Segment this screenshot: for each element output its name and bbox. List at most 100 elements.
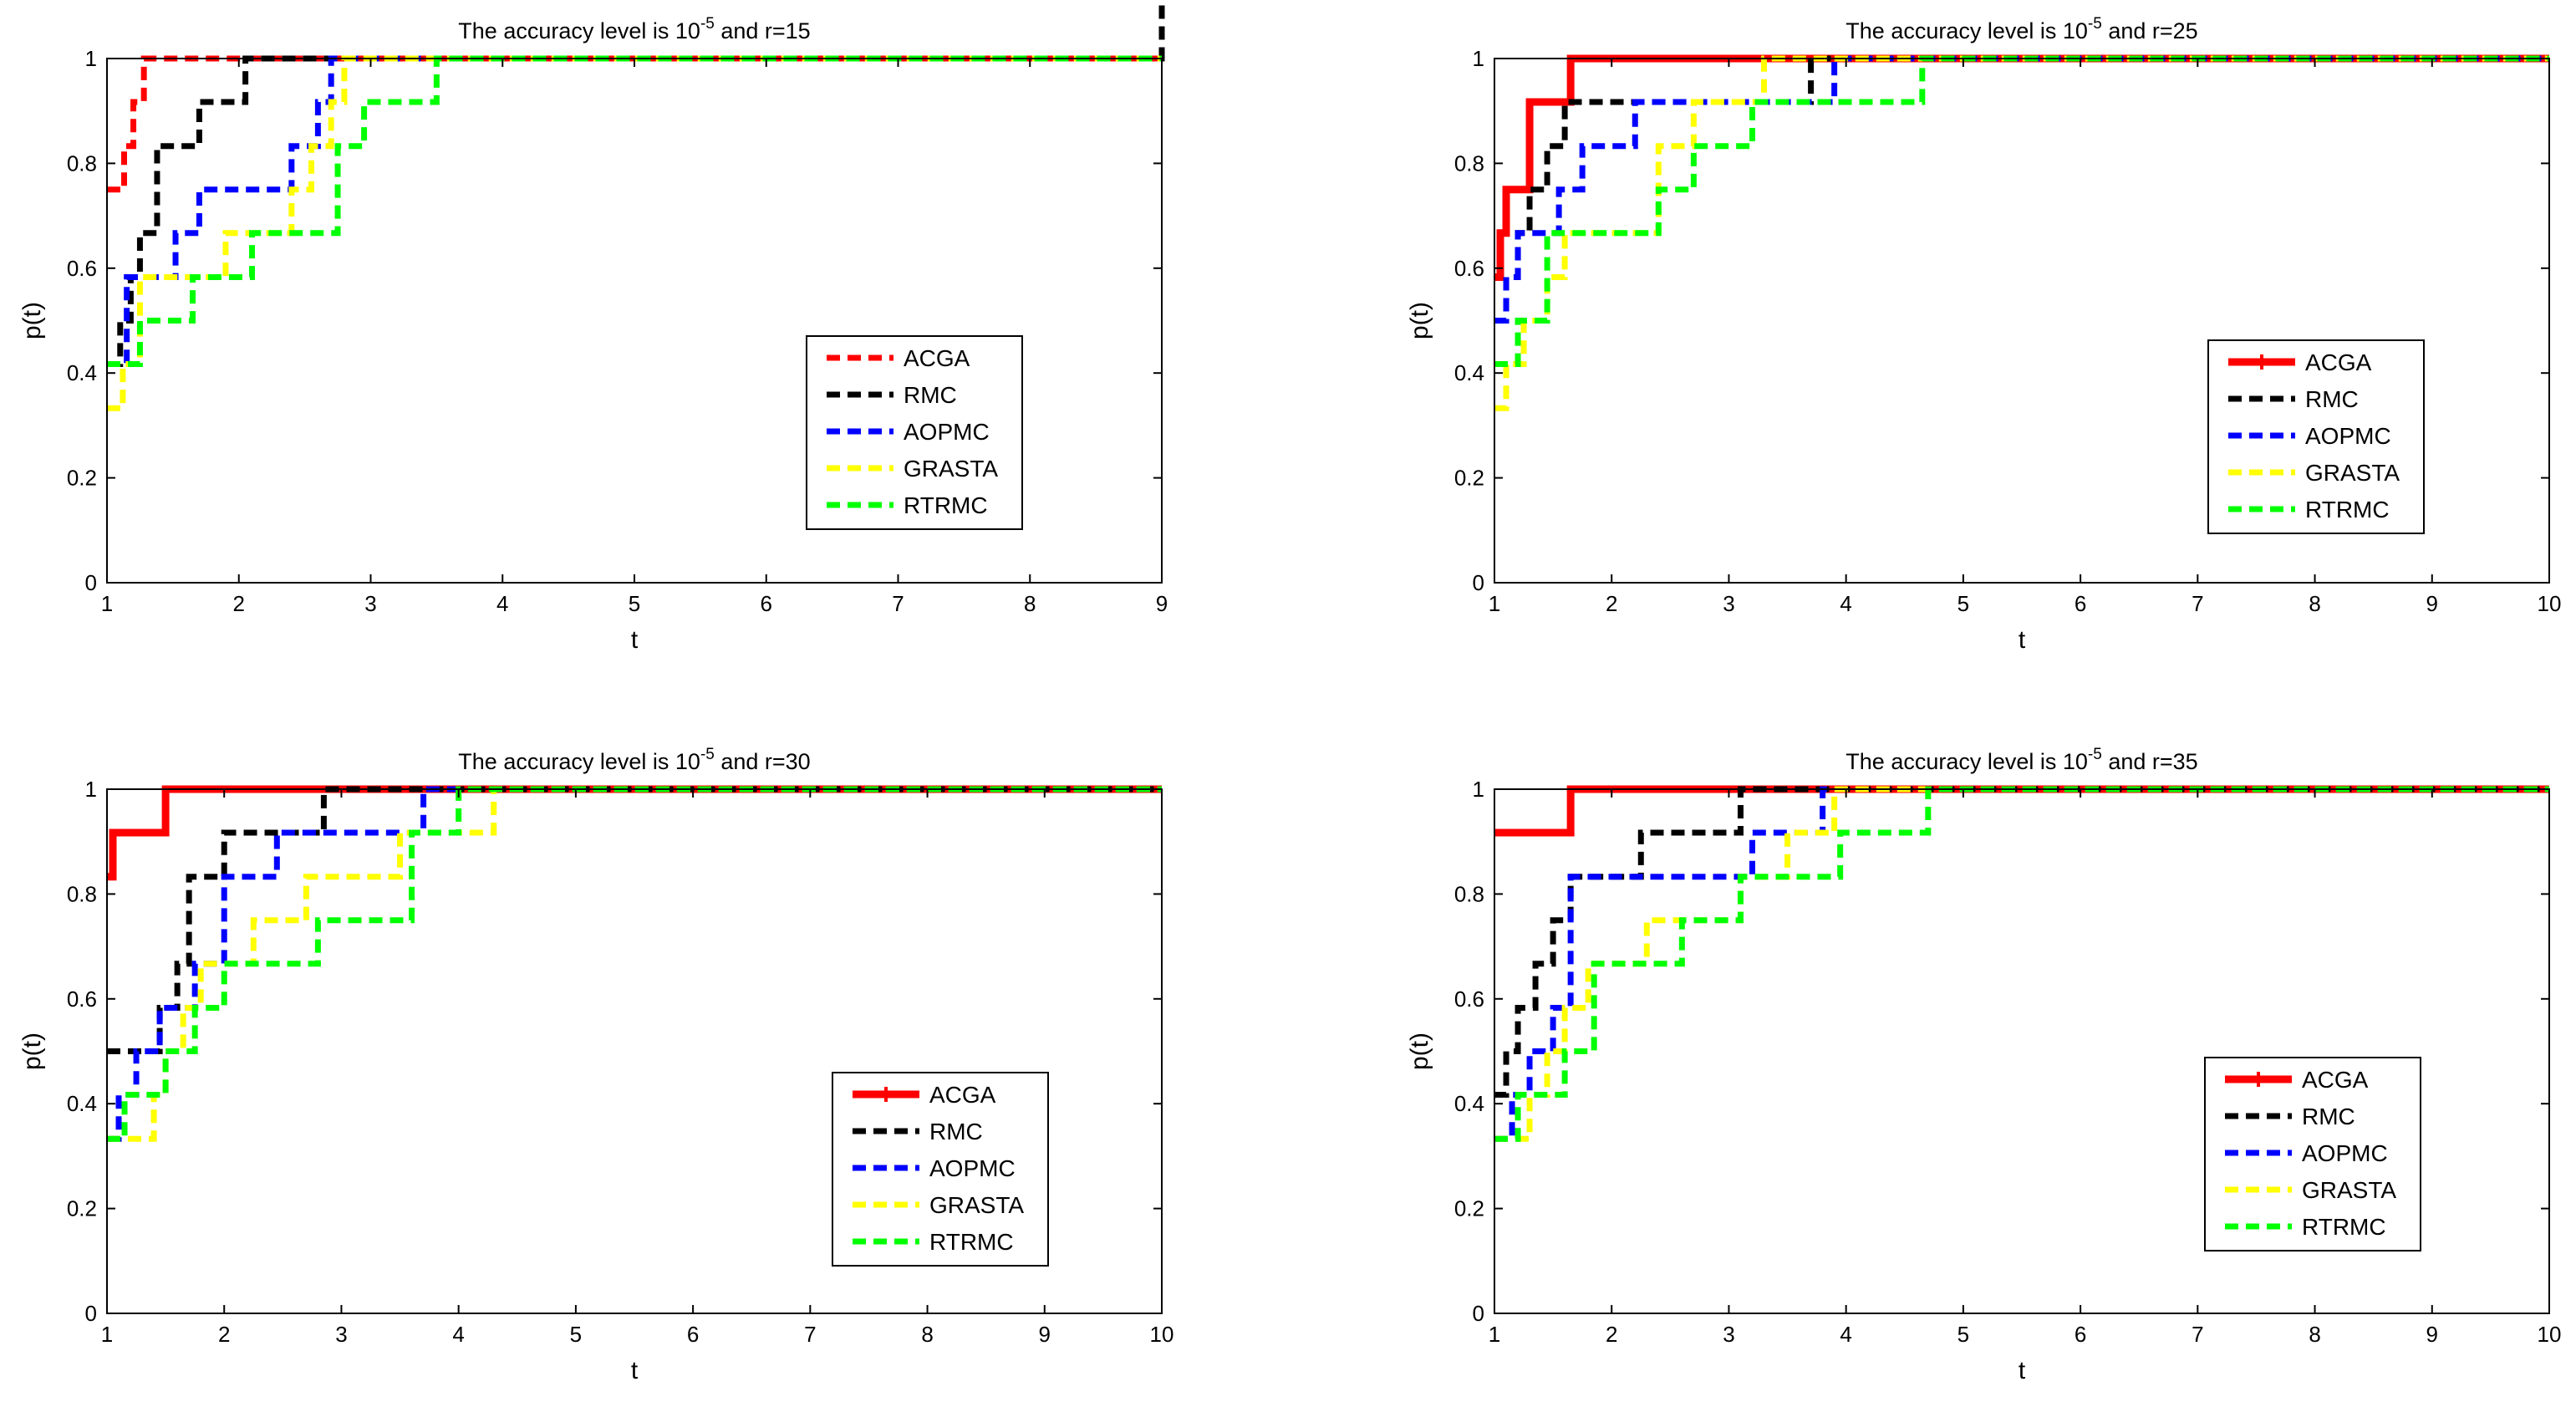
- y-axis-label: p(t): [1406, 302, 1433, 339]
- chart-title: The accuracy level is 10-5 and r=25: [1845, 15, 2197, 43]
- y-tick-label: 0.4: [1454, 1091, 1484, 1116]
- x-tick-label: 1: [1489, 591, 1500, 616]
- series-line-rmc: [107, 786, 1162, 1054]
- y-tick-label: 0.8: [1454, 150, 1484, 176]
- x-tick-label: 6: [687, 1322, 699, 1347]
- y-tick-label: 0.8: [67, 150, 97, 176]
- x-tick-label: 3: [335, 1322, 347, 1347]
- x-tick-label: 9: [1156, 591, 1168, 616]
- x-tick-label: 5: [1957, 1322, 1969, 1347]
- legend-label-rmc: RMC: [929, 1119, 983, 1144]
- chart-title: The accuracy level is 10-5 and r=15: [458, 15, 810, 43]
- x-tick-label: 8: [2309, 591, 2320, 616]
- legend-box: [806, 335, 1023, 530]
- legend-label-aopmc: AOPMC: [2305, 423, 2391, 449]
- x-tick-label: 2: [1606, 1322, 1617, 1347]
- x-axis-label: t: [631, 1357, 639, 1384]
- x-tick-label: 7: [2192, 1322, 2203, 1347]
- x-tick-label: 7: [2192, 591, 2203, 616]
- x-tick-label: 10: [2538, 591, 2562, 616]
- legend-box: [2204, 1057, 2421, 1252]
- x-tick-label: 9: [2426, 1322, 2438, 1347]
- chart-title: The accuracy level is 10-5 and r=30: [458, 746, 810, 774]
- y-tick-label: 0.6: [67, 256, 97, 281]
- y-tick-label: 0.6: [67, 986, 97, 1012]
- legend-label-acga: ACGA: [929, 1082, 996, 1108]
- x-axis-label: t: [2019, 626, 2026, 654]
- x-tick-label: 4: [496, 591, 508, 616]
- chart-panel-3: 1 2 3 4 5 6 7 8 9 10 0 0.2 0.4 0.6 0.8 1 t p(t) The accura…: [18, 746, 1173, 1384]
- x-tick-label: 2: [1606, 591, 1617, 616]
- y-tick-label: 0.2: [1454, 1196, 1484, 1221]
- series-line-rmc: [107, 0, 1165, 368]
- x-tick-label: 9: [1039, 1322, 1051, 1347]
- legend-label-rtrmc: RTRMC: [2305, 497, 2390, 523]
- legend-label-aopmc: AOPMC: [2302, 1140, 2388, 1166]
- chart-panel-2: 1 2 3 4 5 6 7 8 9 10 0 0.2 0.4 0.6 0.8 1 t p(t) The accura…: [1406, 15, 2561, 654]
- y-tick-label: 0.8: [1454, 881, 1484, 906]
- y-tick-label: 0: [1473, 570, 1484, 595]
- y-tick-label: 1: [1473, 777, 1484, 802]
- series-line-rtrmc: [107, 786, 1162, 1142]
- y-tick-label: 0.4: [67, 360, 97, 385]
- legend-box: [832, 1072, 1049, 1267]
- y-tick-label: 0.4: [1454, 360, 1484, 385]
- x-tick-label: 8: [2309, 1322, 2320, 1347]
- y-tick-label: 0.4: [67, 1091, 97, 1116]
- x-tick-label: 7: [804, 1322, 816, 1347]
- x-tick-label: 6: [761, 591, 772, 616]
- x-tick-label: 6: [2075, 1322, 2086, 1347]
- x-tick-label: 1: [101, 1322, 113, 1347]
- x-tick-label: 6: [2075, 591, 2086, 616]
- legend-label-grasta: GRASTA: [2305, 460, 2400, 486]
- chart-title: The accuracy level is 10-5 and r=35: [1845, 746, 2197, 774]
- legend-box: [2207, 339, 2425, 534]
- legend-label-rmc: RMC: [2302, 1104, 2355, 1129]
- x-tick-label: 4: [1840, 591, 1851, 616]
- y-tick-label: 0.2: [67, 1196, 97, 1221]
- legend: ACGA RMC AOPMC GRASTA RTRMC: [2207, 339, 2425, 534]
- legend-label-acga: ACGA: [2302, 1067, 2369, 1093]
- x-tick-label: 10: [2538, 1322, 2562, 1347]
- y-tick-label: 0: [85, 1301, 97, 1326]
- y-tick-label: 0.6: [1454, 986, 1484, 1012]
- legend-label-rtrmc: RTRMC: [2302, 1214, 2386, 1240]
- legend-label-grasta: GRASTA: [904, 456, 998, 482]
- series-line-aopmc: [1494, 786, 2549, 1142]
- y-tick-label: 0.2: [67, 466, 97, 491]
- y-tick-label: 1: [85, 777, 97, 802]
- series-line-rtrmc: [1494, 786, 2549, 1142]
- y-tick-label: 0.8: [67, 881, 97, 906]
- series-line-rmc: [1494, 786, 2549, 1099]
- legend-label-aopmc: AOPMC: [904, 419, 990, 445]
- legend-label-aopmc: AOPMC: [929, 1155, 1016, 1181]
- x-tick-label: 5: [1957, 591, 1969, 616]
- x-tick-label: 9: [2426, 591, 2438, 616]
- legend: ACGA RMC AOPMC GRASTA RTRMC: [2204, 1057, 2421, 1252]
- x-tick-label: 4: [452, 1322, 464, 1347]
- x-tick-label: 3: [364, 591, 376, 616]
- chart-panel-1: 1 2 3 4 5 6 7 8 9 0 0.2 0.4 0.6 0.8 1 t p(t) The accuracy…: [18, 0, 1168, 654]
- legend-label-rmc: RMC: [904, 382, 957, 408]
- legend: ACGA RMC AOPMC GRASTA RTRMC: [832, 1072, 1049, 1267]
- x-tick-label: 5: [570, 1322, 582, 1347]
- axes-box: [1494, 58, 2550, 584]
- legend-label-grasta: GRASTA: [2302, 1177, 2396, 1203]
- x-tick-label: 3: [1723, 591, 1734, 616]
- x-tick-label: 1: [101, 591, 113, 616]
- y-tick-label: 0.2: [1454, 466, 1484, 491]
- y-tick-label: 0: [85, 570, 97, 595]
- x-tick-label: 4: [1840, 1322, 1851, 1347]
- x-tick-label: 2: [218, 1322, 230, 1347]
- legend-label-rtrmc: RTRMC: [904, 492, 988, 518]
- x-tick-label: 1: [1489, 1322, 1500, 1347]
- legend-label-acga: ACGA: [904, 345, 970, 371]
- x-tick-label: 2: [233, 591, 245, 616]
- x-tick-label: 5: [629, 591, 640, 616]
- legend-label-grasta: GRASTA: [929, 1192, 1024, 1218]
- y-tick-label: 0: [1473, 1301, 1484, 1326]
- series-line-acga: [1494, 54, 2549, 281]
- y-tick-label: 1: [85, 46, 97, 71]
- chart-panel-4: 1 2 3 4 5 6 7 8 9 10 0 0.2 0.4 0.6 0.8 1 t p(t) The accura…: [1406, 746, 2561, 1384]
